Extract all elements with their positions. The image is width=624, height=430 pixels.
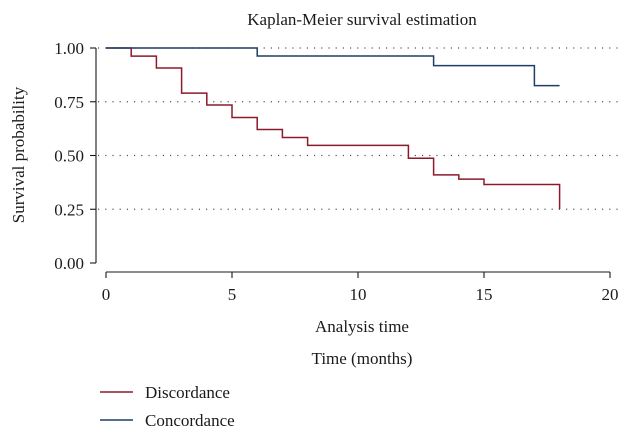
x-axis-sublabel: Time (months) [312, 349, 413, 368]
series-line-concordance [106, 47, 560, 87]
axes [95, 48, 610, 273]
y-tick-label: 0.25 [54, 200, 84, 219]
x-tick-label: 10 [350, 285, 367, 304]
y-tick-label: 0.00 [54, 254, 84, 273]
x-tick-label: 15 [476, 285, 493, 304]
x-axis-label: Analysis time [315, 317, 409, 336]
legend-label-concordance: Concordance [145, 411, 235, 430]
y-tick-label: 0.75 [54, 93, 84, 112]
y-tick-label: 0.50 [54, 147, 84, 166]
x-tick-label: 5 [228, 285, 237, 304]
series-line-discordance [106, 47, 561, 210]
x-tick-label: 20 [602, 285, 619, 304]
y-axis-label: Survival probability [9, 86, 28, 223]
chart-title: Kaplan-Meier survival estimation [247, 10, 477, 29]
legend-label-discordance: Discordance [145, 383, 230, 402]
x-tick-label: 0 [102, 285, 111, 304]
series-lines [106, 47, 561, 210]
ticks: 0.00 0.25 0.50 0.75 1.00 0 5 10 15 20 [54, 39, 618, 304]
y-tick-label: 1.00 [54, 39, 84, 58]
legend: Discordance Concordance [100, 383, 235, 430]
